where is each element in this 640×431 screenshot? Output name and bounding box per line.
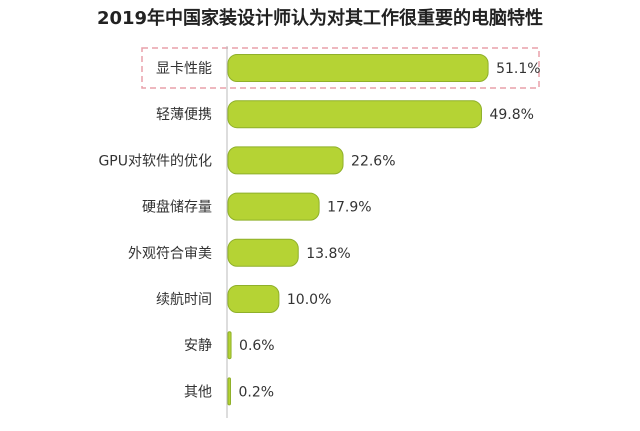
category-label: 显卡性能 (156, 61, 212, 77)
bar (227, 377, 231, 406)
value-label: 17.9% (327, 200, 371, 216)
value-label: 49.8% (489, 107, 533, 123)
bar-row: 硬盘储存量 17.9% (142, 192, 372, 221)
bar (227, 238, 299, 267)
chart-title: 2019年中国家装设计师认为对其工作很重要的电脑特性 (97, 7, 543, 29)
category-label: 安静 (184, 338, 212, 354)
bar-row: 安静 0.6% (184, 331, 275, 360)
value-label: 22.6% (351, 153, 395, 169)
category-label: 轻薄便携 (156, 107, 212, 123)
bar (227, 285, 280, 313)
category-label: 续航时间 (156, 291, 212, 308)
value-label: 10.0% (287, 292, 331, 308)
value-label: 0.2% (239, 384, 275, 400)
category-label: 硬盘储存量 (142, 199, 212, 216)
bar (227, 100, 482, 129)
bar-row: 其他 0.2% (184, 377, 275, 406)
value-label: 13.8% (306, 246, 350, 262)
bar (227, 192, 320, 221)
category-label: GPU对软件的优化 (98, 153, 212, 169)
bar-row: 续航时间 10.0% (156, 285, 331, 313)
bar (227, 146, 344, 175)
bar (227, 331, 232, 360)
bar-row: 显卡性能 51.1% (156, 54, 541, 82)
category-label: 其他 (184, 384, 212, 400)
bar-row: 轻薄便携 49.8% (156, 100, 534, 129)
value-label: 0.6% (239, 338, 275, 354)
bar-row: 外观符合审美 13.8% (128, 238, 351, 267)
bars-group: 显卡性能 51.1% 轻薄便携 49.8% GPU对软件的优化 22.6% 硬盘储存量 17.… (98, 54, 541, 406)
bar-row: GPU对软件的优化 22.6% (98, 146, 396, 175)
category-label: 外观符合审美 (128, 246, 212, 262)
highlight-box (141, 47, 540, 89)
bar (227, 54, 489, 82)
value-label: 51.1% (496, 61, 540, 77)
